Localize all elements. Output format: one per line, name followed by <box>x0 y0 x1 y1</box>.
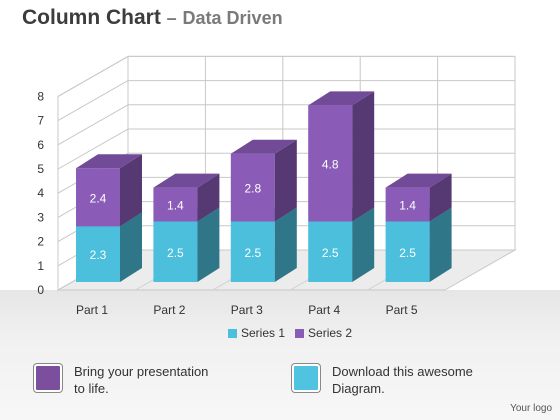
page-title: Column Chart – Data Driven <box>22 6 283 29</box>
callout-text-line1: Bring your presentation <box>74 364 209 379</box>
bar-series-2-4 <box>308 91 375 222</box>
gridline-side <box>57 128 129 170</box>
y-tick-label: 2 <box>37 235 44 249</box>
y-tick-label: 1 <box>37 259 44 273</box>
bar-series-2-2-front <box>153 187 198 222</box>
bar-series-2-3-side <box>274 139 297 222</box>
bar-series-2-2-top <box>153 173 220 188</box>
bar-series-2-1-top <box>76 154 142 169</box>
bar-series-1-3-front <box>230 221 275 282</box>
bar-series-2-5 <box>385 173 452 222</box>
bar-series-2-2 <box>153 173 220 222</box>
data-label-series-1: 2.5 <box>167 246 184 260</box>
y-tick-label: 5 <box>37 162 44 176</box>
bar-series-1-2-side <box>197 207 220 282</box>
bar-series-2-3 <box>230 139 297 222</box>
x-tick-label: Part 5 <box>386 303 418 317</box>
chart-legend: Series 1 Series 2 <box>222 326 352 340</box>
y-tick-label: 3 <box>37 210 44 224</box>
data-label-series-2: 2.8 <box>244 182 261 196</box>
bar-series-2-1-front <box>76 168 120 227</box>
legend-label-series-1: Series 1 <box>241 326 286 340</box>
y-tick-label: 8 <box>37 89 44 103</box>
bar-series-2-5-front <box>385 187 430 222</box>
callout-download-diagram: Download this awesome Diagram. <box>292 363 522 397</box>
bar-series-1-1-side <box>120 212 142 282</box>
data-label-series-1: 2.5 <box>399 246 416 260</box>
cyan-square-icon <box>292 364 320 392</box>
bar-series-2-2-side <box>197 173 220 222</box>
y-tick-label: 6 <box>37 138 44 152</box>
data-label-series-1: 2.5 <box>244 246 261 260</box>
bar-series-2-4-front <box>308 105 353 222</box>
bar-series-2-5-side <box>429 173 452 222</box>
legend-label-series-2: Series 2 <box>308 326 353 340</box>
callout-text-line2: to life. <box>74 381 109 396</box>
data-label-series-2: 2.4 <box>90 191 107 205</box>
data-label-series-2: 4.8 <box>322 157 339 171</box>
bar-series-2-1 <box>76 154 142 227</box>
logo-text: Your logo <box>510 403 552 414</box>
data-label-series-1: 2.3 <box>90 248 107 262</box>
bar-series-1-5-front <box>385 221 430 282</box>
floor-band <box>0 290 560 420</box>
bar-series-2-5-top <box>385 173 452 188</box>
y-tick-label: 4 <box>37 186 44 200</box>
bar-series-1-2-front <box>153 221 198 282</box>
title-dash: – <box>166 8 177 28</box>
callout-bring-presentation: Bring your presentation to life. <box>34 363 264 397</box>
gridline-side <box>57 80 129 122</box>
x-tick-label: Part 4 <box>308 303 340 317</box>
callout-text-line2: Diagram. <box>332 381 385 396</box>
bar-series-2-3-front <box>230 153 275 222</box>
bar-series-2-3-top <box>230 139 297 154</box>
data-label-series-1: 2.5 <box>322 246 339 260</box>
purple-square-icon <box>34 364 62 392</box>
bar-series-2-4-side <box>352 91 375 222</box>
x-tick-label: Part 1 <box>76 303 108 317</box>
bar-series-1-4-front <box>308 221 353 282</box>
bar-series-1-1-front <box>76 226 120 282</box>
callout-text-line1: Download this awesome <box>332 364 473 379</box>
gridline-side <box>57 55 129 97</box>
y-tick-label: 7 <box>37 114 44 128</box>
data-label-series-2: 1.4 <box>399 199 416 213</box>
y-tick-label: 0 <box>37 283 44 297</box>
x-tick-label: Part 2 <box>153 303 185 317</box>
bar-series-2-1-side <box>120 154 142 227</box>
page-subtitle: Data Driven <box>182 8 283 28</box>
legend-swatch-series-2 <box>295 328 305 338</box>
bar-series-1-3-side <box>274 207 297 282</box>
bar-series-1-5-side <box>429 207 452 282</box>
bar-series-2-4-top <box>308 91 375 106</box>
data-label-series-2: 1.4 <box>167 199 184 213</box>
x-tick-label: Part 3 <box>231 303 263 317</box>
bar-series-1-4-side <box>352 207 375 282</box>
gridline-side <box>57 104 129 146</box>
legend-swatch-series-1 <box>228 328 237 338</box>
